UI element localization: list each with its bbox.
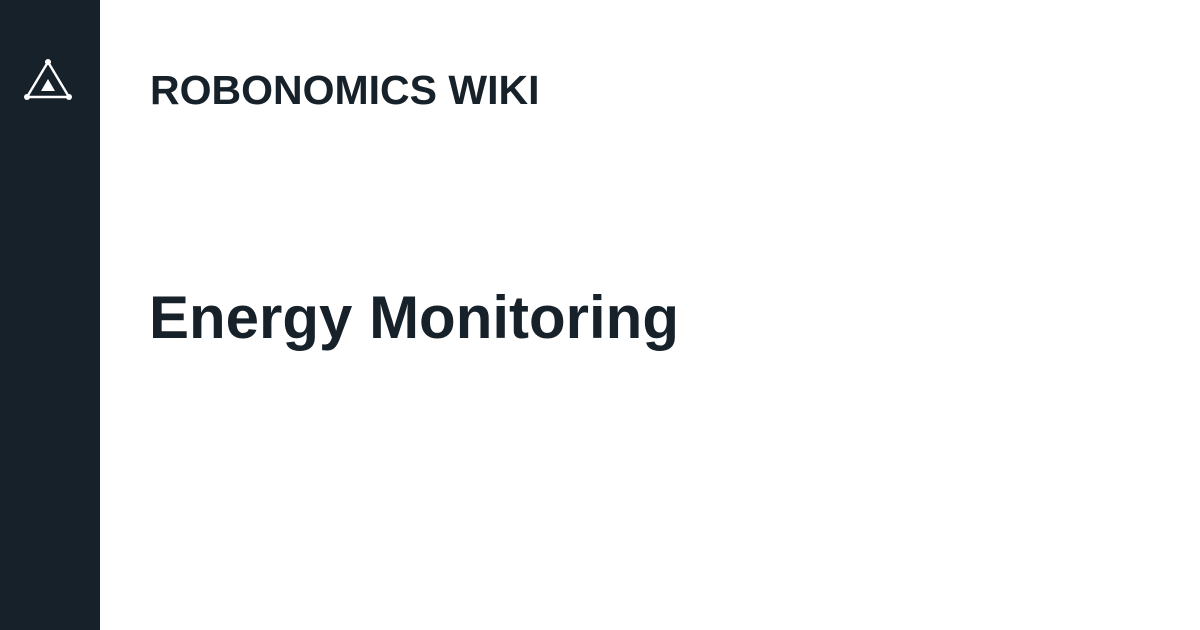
site-title: ROBONOMICS WIKI	[150, 67, 540, 113]
page-title: Energy Monitoring	[149, 284, 679, 351]
robonomics-triangle-icon	[24, 59, 72, 100]
sidebar	[0, 0, 100, 630]
